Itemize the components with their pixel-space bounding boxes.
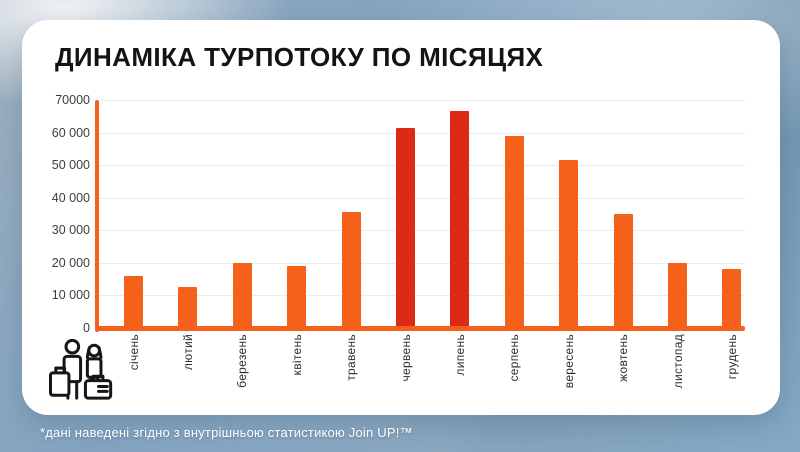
x-tick-label-грудень: грудень [692,334,772,414]
bar-жовтень [613,214,633,328]
y-tick-label: 0 [83,321,90,335]
gridline [97,197,745,199]
travelers-with-luggage-icon [48,338,113,400]
y-tick-label: 60 000 [51,125,90,140]
bar-квітень [287,266,307,328]
bar-травень [341,212,361,328]
x-tick-text: лютий [180,334,195,371]
x-tick-text: січень [126,334,141,371]
y-tick-label: 40 000 [51,190,90,205]
gridline [97,295,745,297]
x-tick-text: квітень [289,334,304,376]
bar-грудень [722,269,742,328]
x-tick-text: листопад [670,334,685,389]
y-tick-label: 70000 [55,93,90,107]
y-axis-line [95,100,99,332]
footnote-text: *дані наведені згідно з внутрішньою стат… [40,425,413,440]
x-tick-text: вересень [561,334,576,389]
plot-area [97,100,745,328]
x-tick-text: червень [398,334,413,382]
bar-березень [232,262,252,328]
chart-card: ДИНАМІКА ТУРПОТОКУ ПО МІСЯЦЯХ 0 10 000 20 … [22,20,780,415]
bar-вересень [559,160,579,328]
bar-липень [450,111,470,328]
y-axis-tick-labels: 0 10 000 20 000 30 000 40 000 50 000 60 000 700… [22,93,90,335]
bar-лютий [178,287,198,328]
chart-title: ДИНАМІКА ТУРПОТОКУ ПО МІСЯЦЯХ [55,42,544,72]
y-tick-label: 10 000 [51,288,90,303]
x-tick-text: травень [344,334,359,381]
y-tick-label: 20 000 [51,255,90,270]
gridline [97,230,745,232]
bar-серпень [504,135,524,328]
gridline [97,262,745,264]
x-axis-line [95,326,745,331]
x-axis-tick-labels: січень лютий березень квітень травень червень… [97,334,745,414]
gridline [97,100,745,101]
gridline [97,165,745,167]
x-tick-text: жовтень [616,334,631,382]
x-tick-text: березень [235,334,250,388]
bar-червень [396,127,415,328]
x-tick-text: липень [452,334,467,376]
x-tick-text: серпень [507,334,522,382]
bar-січень [124,275,143,328]
y-tick-label: 30 000 [51,223,90,238]
y-tick-label: 50 000 [51,158,90,173]
gridline [97,132,745,134]
bar-листопад [668,262,687,328]
x-tick-text: грудень [724,334,739,380]
